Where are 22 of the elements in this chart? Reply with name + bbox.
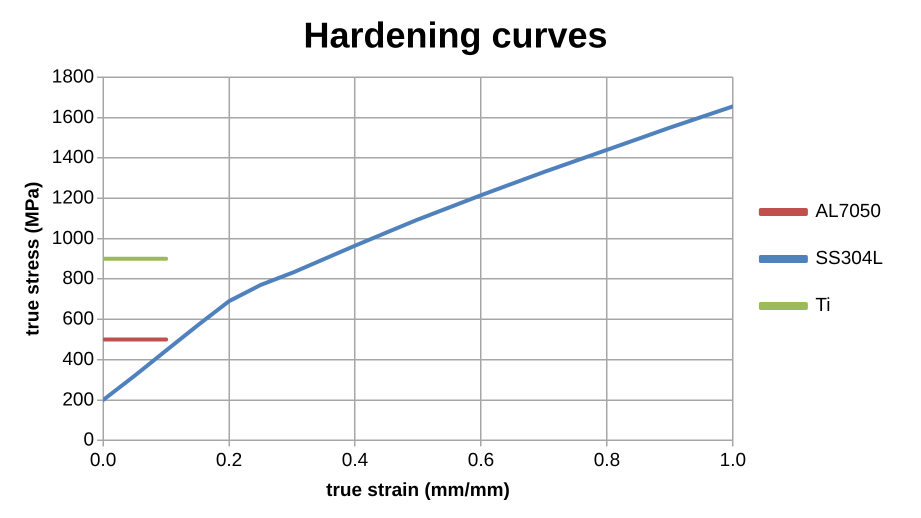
y-tick-label: 1200 bbox=[52, 188, 94, 208]
x-tick-label: 0.6 bbox=[468, 450, 494, 472]
y-tick-label: 600 bbox=[62, 308, 94, 330]
y-tick-label: 1600 bbox=[52, 106, 94, 128]
x-tick-label: 0.4 bbox=[342, 450, 369, 472]
chart-title: Hardening curves bbox=[303, 14, 608, 56]
y-tick-label: 1800 bbox=[52, 66, 94, 88]
x-tick-label: 0.0 bbox=[90, 450, 116, 472]
legend-label: AL7050 bbox=[815, 201, 881, 222]
x-tick-label: 0.2 bbox=[216, 450, 242, 472]
legend-label: Ti bbox=[815, 295, 831, 316]
x-tick-label: 0.8 bbox=[594, 450, 620, 472]
y-tick-label: 200 bbox=[62, 389, 94, 410]
y-axis-title: true stress (MPa) bbox=[22, 182, 44, 336]
y-tick-label: 1400 bbox=[52, 147, 94, 168]
x-axis-title: true strain (mm/mm) bbox=[326, 480, 510, 501]
y-tick-label: 400 bbox=[62, 348, 94, 370]
y-tick-label: 0 bbox=[83, 430, 94, 451]
legend-label: SS304L bbox=[815, 248, 884, 270]
y-tick-label: 1000 bbox=[52, 228, 94, 249]
y-tick-label: 800 bbox=[62, 268, 94, 290]
x-tick-label: 1.0 bbox=[720, 450, 746, 472]
